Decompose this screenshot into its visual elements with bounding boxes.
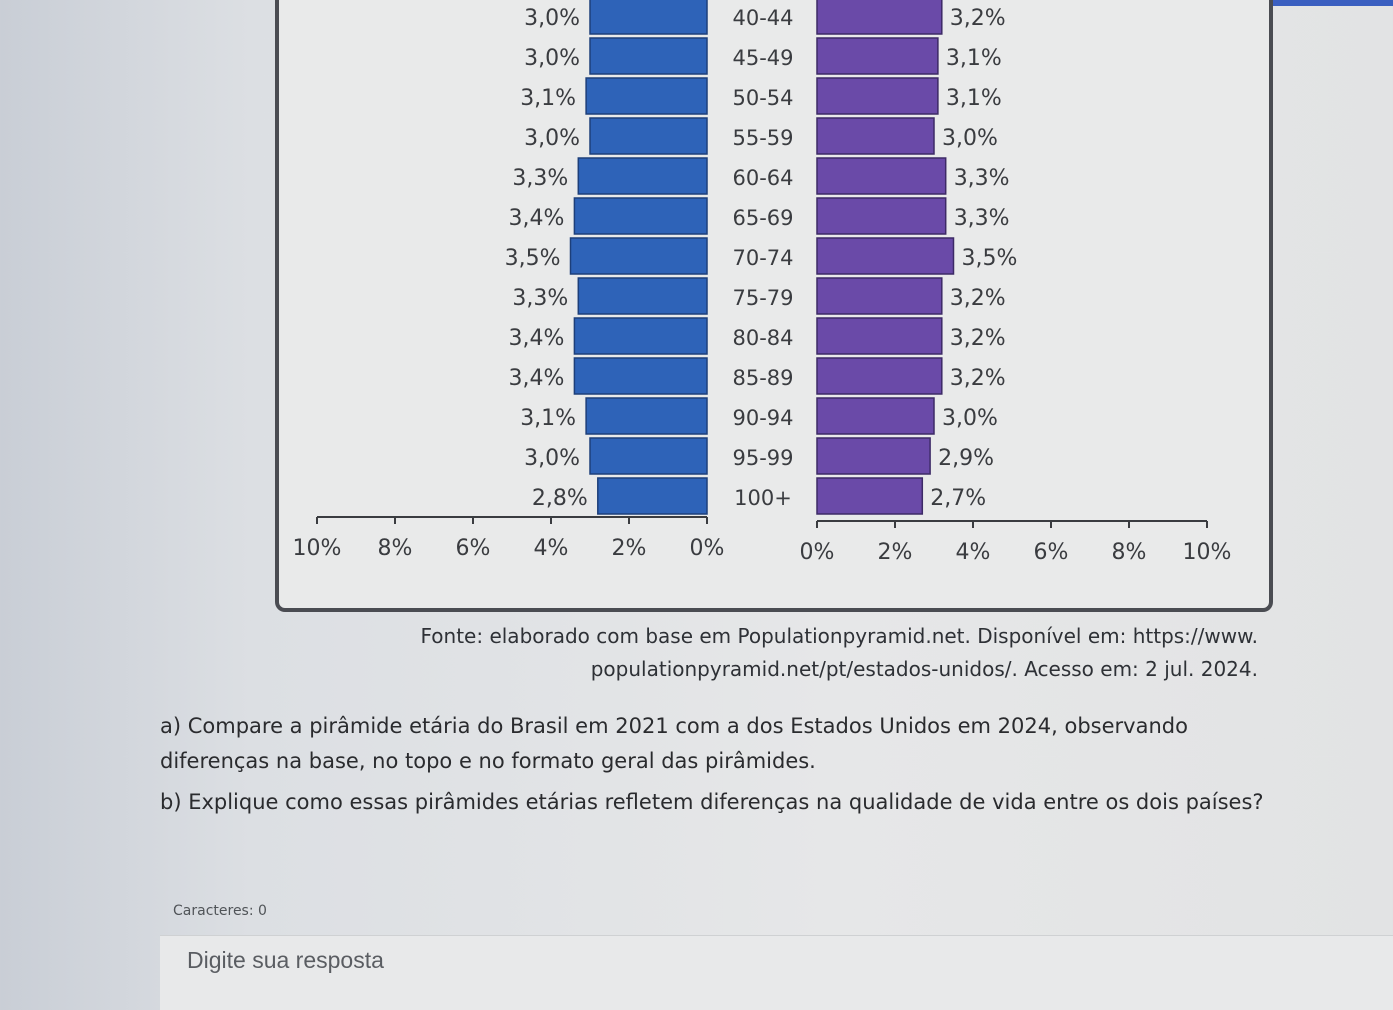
bar-left-9 bbox=[573, 357, 708, 395]
bar-left-label-7: 3,3% bbox=[512, 286, 568, 311]
age-group-label-12: 100+ bbox=[734, 486, 792, 510]
right-tick-label-0: 0% bbox=[800, 540, 835, 565]
right-tick-label-2: 4% bbox=[956, 540, 991, 565]
population-pyramid-chart: 3,0% 3,2% 40-44 3,0% 3,1% 45-49 3,1% 3,1% 50-54 3… bbox=[293, 0, 1232, 565]
bar-right-label-3: 3,0% bbox=[942, 126, 998, 151]
bar-left-label-1: 3,0% bbox=[524, 46, 580, 71]
left-tick-label-5: 0% bbox=[690, 536, 725, 561]
bar-left-label-12: 2,8% bbox=[532, 486, 588, 511]
question-a-line-1: a) Compare a pirâmide etária do Brasil e… bbox=[160, 714, 1188, 738]
bar-right-5 bbox=[816, 197, 947, 235]
bar-right-6 bbox=[816, 237, 955, 275]
bar-right-1 bbox=[816, 37, 939, 75]
age-group-label-6: 70-74 bbox=[732, 246, 793, 270]
bar-right-4 bbox=[816, 157, 947, 195]
bar-left-label-4: 3,3% bbox=[512, 166, 568, 191]
bar-left-10 bbox=[585, 397, 708, 435]
age-group-label-9: 85-89 bbox=[732, 366, 793, 390]
right-tick-label-4: 8% bbox=[1112, 540, 1147, 565]
bar-left-label-8: 3,4% bbox=[508, 326, 564, 351]
bar-right-8 bbox=[816, 317, 943, 355]
bar-right-label-11: 2,9% bbox=[938, 446, 994, 471]
bar-right-label-6: 3,5% bbox=[962, 246, 1018, 271]
bar-right-10 bbox=[816, 397, 935, 435]
left-tick-label-3: 4% bbox=[534, 536, 569, 561]
bar-left-0 bbox=[589, 0, 708, 35]
age-group-label-11: 95-99 bbox=[732, 446, 793, 470]
age-group-label-2: 50-54 bbox=[732, 86, 793, 110]
bar-right-label-0: 3,2% bbox=[950, 6, 1006, 31]
bar-left-label-9: 3,4% bbox=[508, 366, 564, 391]
bar-right-2 bbox=[816, 77, 939, 115]
age-group-label-5: 65-69 bbox=[732, 206, 793, 230]
bar-left-label-2: 3,1% bbox=[520, 86, 576, 111]
age-group-label-7: 75-79 bbox=[732, 286, 793, 310]
age-group-label-8: 80-84 bbox=[732, 326, 793, 350]
age-group-label-0: 40-44 bbox=[732, 6, 793, 30]
bar-left-1 bbox=[589, 37, 708, 75]
bar-right-label-4: 3,3% bbox=[954, 166, 1010, 191]
bar-left-12 bbox=[597, 477, 708, 515]
age-group-label-3: 55-59 bbox=[732, 126, 793, 150]
answer-placeholder: Digite sua resposta bbox=[187, 947, 384, 973]
bar-left-label-10: 3,1% bbox=[520, 406, 576, 431]
bar-right-7 bbox=[816, 277, 943, 315]
right-tick-label-3: 6% bbox=[1034, 540, 1069, 565]
age-group-label-4: 60-64 bbox=[732, 166, 793, 190]
question-a-line-2: diferenças na base, no topo e no formato… bbox=[160, 749, 816, 773]
bar-left-label-0: 3,0% bbox=[524, 6, 580, 31]
bar-right-label-1: 3,1% bbox=[946, 46, 1002, 71]
bar-left-label-3: 3,0% bbox=[524, 126, 580, 151]
right-tick-label-1: 2% bbox=[878, 540, 913, 565]
bar-right-label-10: 3,0% bbox=[942, 406, 998, 431]
bar-left-4 bbox=[577, 157, 708, 195]
bar-right-label-12: 2,7% bbox=[930, 486, 986, 511]
age-group-label-10: 90-94 bbox=[732, 406, 793, 430]
source-line-2: populationpyramid.net/pt/estados-unidos/… bbox=[590, 657, 1258, 681]
bar-right-label-2: 3,1% bbox=[946, 86, 1002, 111]
bar-right-label-7: 3,2% bbox=[950, 286, 1006, 311]
chart-card bbox=[275, 0, 1273, 612]
bar-left-7 bbox=[577, 277, 708, 315]
age-group-label-1: 45-49 bbox=[732, 46, 793, 70]
bar-left-label-6: 3,5% bbox=[505, 246, 561, 271]
bar-left-11 bbox=[589, 437, 708, 475]
bar-left-6 bbox=[569, 237, 708, 275]
character-counter: Caracteres: 0 bbox=[173, 903, 267, 919]
answer-textarea[interactable]: Digite sua resposta bbox=[160, 935, 1393, 1010]
bar-left-3 bbox=[589, 117, 708, 155]
bar-right-11 bbox=[816, 437, 931, 475]
bar-left-2 bbox=[585, 77, 708, 115]
left-tick-label-4: 2% bbox=[612, 536, 647, 561]
bar-right-9 bbox=[816, 357, 943, 395]
right-tick-label-5: 10% bbox=[1183, 540, 1232, 565]
bar-left-label-5: 3,4% bbox=[508, 206, 564, 231]
left-tick-label-2: 6% bbox=[456, 536, 491, 561]
left-tick-label-1: 8% bbox=[378, 536, 413, 561]
question-b: b) Explique como essas pirâmides etárias… bbox=[160, 790, 1264, 814]
left-tick-label-0: 10% bbox=[293, 536, 342, 561]
bar-right-label-5: 3,3% bbox=[954, 206, 1010, 231]
bar-right-label-8: 3,2% bbox=[950, 326, 1006, 351]
bar-left-label-11: 3,0% bbox=[524, 446, 580, 471]
bar-right-12 bbox=[816, 477, 924, 515]
source-line-1: Fonte: elaborado com base em Populationp… bbox=[420, 624, 1259, 648]
bar-right-label-9: 3,2% bbox=[950, 366, 1006, 391]
bar-right-0 bbox=[816, 0, 943, 35]
bar-left-8 bbox=[573, 317, 708, 355]
bar-right-3 bbox=[816, 117, 935, 155]
bar-left-5 bbox=[573, 197, 708, 235]
